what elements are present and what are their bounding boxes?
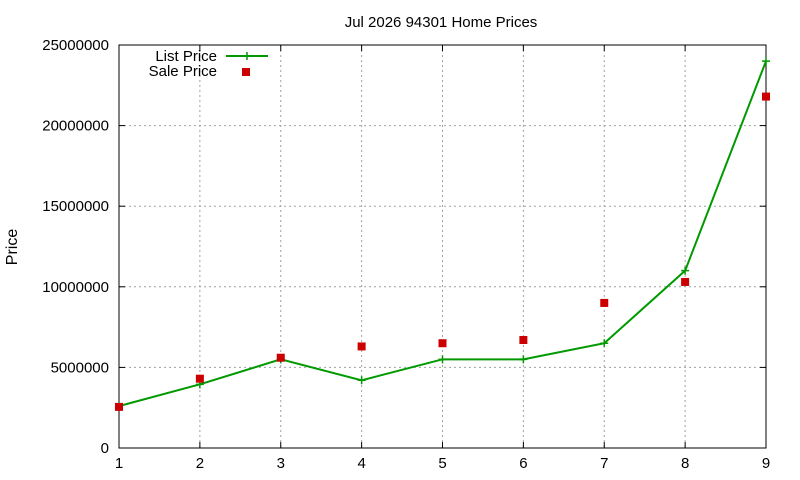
legend-list-price-label: List Price	[155, 48, 217, 65]
sale-price-point	[438, 339, 447, 348]
series	[115, 57, 770, 411]
list-price-point	[438, 355, 447, 364]
legend-sale-price-marker	[242, 68, 250, 76]
list-price-line	[118, 60, 767, 408]
y-tick-label: 15000000	[42, 198, 109, 215]
x-tick-label: 6	[519, 455, 527, 472]
sale-price-point	[276, 353, 285, 362]
list-price-point	[357, 376, 366, 385]
list-price-point	[519, 355, 528, 364]
sale-price-point	[357, 342, 366, 351]
list-price-point	[681, 266, 690, 275]
sale-price-point	[519, 335, 528, 344]
x-tick-label: 3	[277, 455, 285, 472]
x-tick-label: 4	[357, 455, 365, 472]
sale-price-point	[195, 374, 204, 383]
y-tick-label: 10000000	[42, 279, 109, 296]
axis-ticks: 1 2 3 4 5 6 7 8 9 0 5000000 10000000 15000000 2000000…	[42, 37, 770, 472]
legend-sale-price-label: Sale Price	[149, 63, 217, 80]
sale-price-point	[681, 277, 690, 286]
y-tick-label: 20000000	[42, 118, 109, 135]
x-tick-label: 2	[196, 455, 204, 472]
x-tick-label: 9	[762, 455, 770, 472]
x-tick-label: 7	[600, 455, 608, 472]
y-axis-label: Price	[4, 229, 21, 266]
legend: List Price Sale Price	[149, 48, 268, 80]
chart-title: Jul 2026 94301 Home Prices	[345, 14, 538, 31]
x-tick-label: 1	[115, 455, 123, 472]
sale-price-point	[115, 402, 123, 411]
sale-price-point	[762, 92, 770, 101]
list-price-point	[762, 57, 770, 66]
x-tick-label: 8	[681, 455, 689, 472]
y-tick-label: 5000000	[51, 359, 109, 376]
y-tick-label: 0	[101, 440, 109, 457]
grid	[119, 45, 766, 448]
x-tick-label: 5	[438, 455, 446, 472]
legend-list-price-marker	[243, 52, 251, 60]
list-price-point	[600, 339, 609, 348]
y-tick-label: 25000000	[42, 37, 109, 54]
sale-price-point	[600, 298, 609, 307]
